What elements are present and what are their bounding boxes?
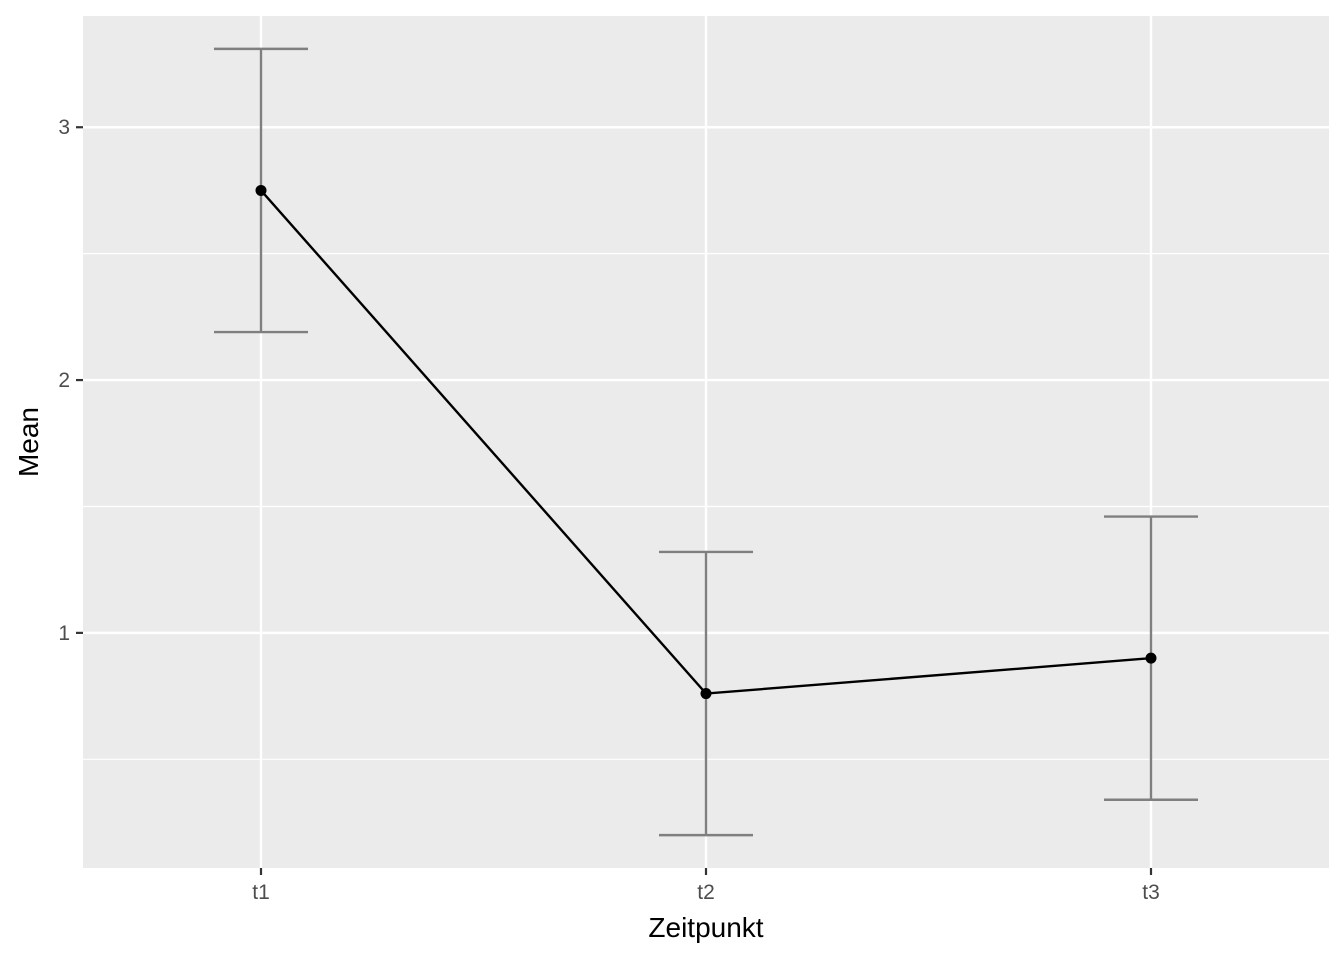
data-point (700, 688, 712, 700)
data-points (255, 184, 1157, 700)
x-tick-label: t1 (252, 881, 270, 904)
x-tick-label: t3 (1142, 881, 1160, 904)
y-tick-label: 3 (58, 116, 70, 139)
y-tick-label: 1 (58, 622, 70, 645)
data-point (255, 184, 267, 196)
x-tick-label: t2 (697, 881, 715, 904)
y-axis-title: Mean (13, 407, 44, 477)
y-tick-label: 2 (58, 369, 70, 392)
x-axis: t1 t2 t3 (252, 868, 1160, 904)
data-point (1145, 652, 1157, 664)
x-axis-title: Zeitpunkt (648, 912, 763, 943)
y-axis: 1 2 3 (58, 116, 83, 645)
